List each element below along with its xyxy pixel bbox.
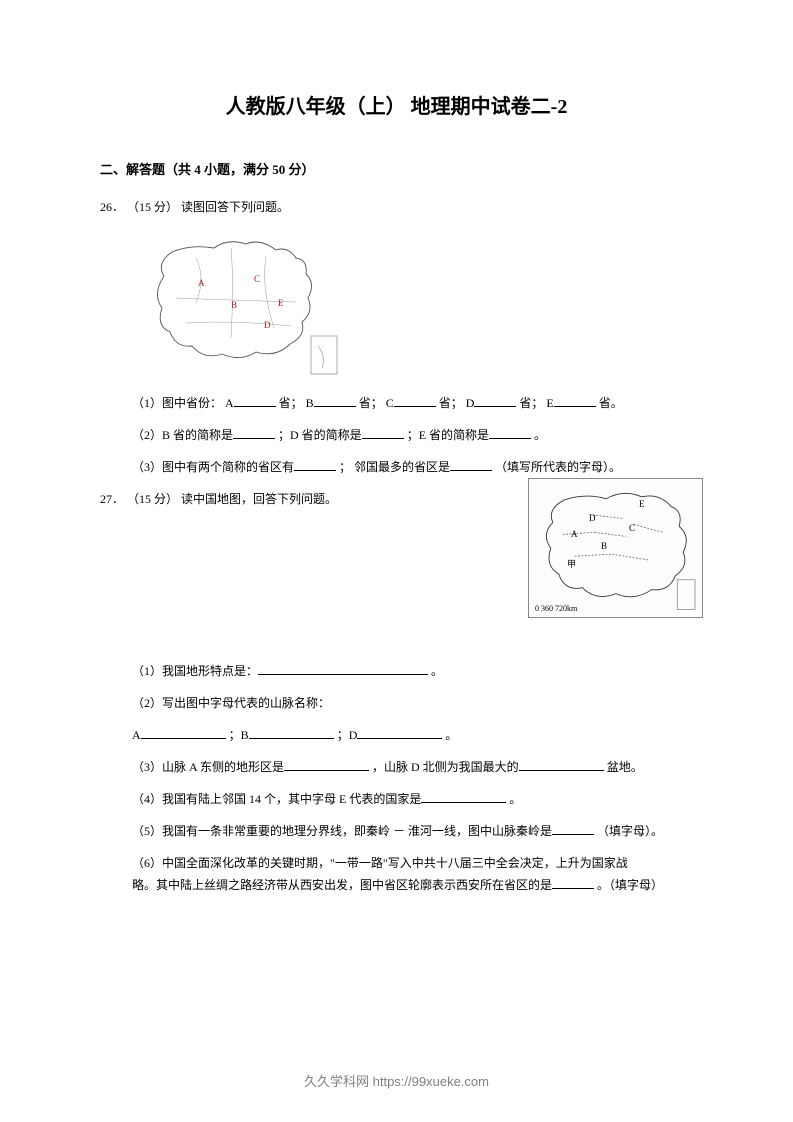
blank-field[interactable] xyxy=(233,427,275,439)
q27-s5-pre: （5）我国有一条非常重要的地理分界线，即秦岭 － 淮河一线，图中山脉秦岭是 xyxy=(132,824,552,838)
blank-field[interactable] xyxy=(249,727,334,739)
q27-s4-end: 。 xyxy=(509,792,521,806)
q27-sub4: （4）我国有陆上邻国 14 个，其中字母 E 代表的国家是 。 xyxy=(100,784,693,814)
map-label-a: A xyxy=(198,278,205,288)
map2-label-jia: 甲 xyxy=(567,557,576,570)
q27-s2b-b: ；B xyxy=(229,728,249,742)
blank-field[interactable] xyxy=(421,791,506,803)
q26-s2-m1: ；D 省的简称是 xyxy=(278,428,362,442)
q26-stem-text: 读图回答下列问题。 xyxy=(181,200,289,214)
blank-field[interactable] xyxy=(258,663,428,675)
blank-field[interactable] xyxy=(489,427,531,439)
q27-sub2b: A ；B ；D 。 xyxy=(100,720,693,750)
q27-s5-end: （填字母）。 xyxy=(597,824,663,838)
map2-label-d: D xyxy=(589,513,596,523)
q26-number: 26． xyxy=(100,200,124,214)
q27-s4-pre: （4）我国有陆上邻国 14 个，其中字母 E 代表的国家是 xyxy=(132,792,421,806)
blank-field[interactable] xyxy=(554,395,596,407)
page-footer: 久久学科网 https://99xueke.com xyxy=(0,1071,793,1090)
q26-s1-end: 省。 xyxy=(599,396,623,410)
map2-label-a: A xyxy=(571,529,578,539)
q26-s1-m4: 省； E xyxy=(519,396,553,410)
section-header: 二、解答题（共 4 小题，满分 50 分） xyxy=(100,159,693,178)
q27-s6b-pre: 略。其中陆上丝绸之路经济带从西安出发，图中省区轮廓表示西安所在省区的是 xyxy=(132,878,552,892)
q27-s2b-a: A xyxy=(132,728,141,742)
q26-stem: 26． （15 分） 读图回答下列问题。 xyxy=(100,192,693,222)
blank-field[interactable] xyxy=(394,395,436,407)
blank-field[interactable] xyxy=(362,427,404,439)
q27-points: （15 分） xyxy=(127,492,178,506)
q27-sub1: （1）我国地形特点是： 。 xyxy=(100,656,693,686)
q26-s1-m3: 省； D xyxy=(439,396,475,410)
q27-sub6a: （6）中国全面深化改革的关键时期，"一带一路"写入中共十八届三中全会决定，上升为… xyxy=(100,848,693,878)
q26-points: （15 分） xyxy=(127,200,178,214)
page-title: 人教版八年级（上） 地理期中试卷二-2 xyxy=(100,90,693,119)
q26-s3-mid: ； 邻国最多的省区是 xyxy=(339,460,450,474)
q27-s1-pre: （1）我国地形特点是： xyxy=(132,664,258,678)
map2-label-b: B xyxy=(601,541,607,551)
q26-s2-end: 。 xyxy=(534,428,546,442)
q27-stem-text: 读中国地图，回答下列问题。 xyxy=(181,492,337,506)
map-label-d: D xyxy=(264,320,271,330)
map2-label-c: C xyxy=(629,523,635,533)
map-label-c: C xyxy=(254,274,260,284)
q26-s3-pre: （3）图中有两个简称的省区有 xyxy=(132,460,294,474)
map-label-e: E xyxy=(278,298,284,308)
q27-s3-end: 盆地。 xyxy=(607,760,643,774)
map-label-b: B xyxy=(231,300,237,310)
q26-s1-m1: 省； B xyxy=(279,396,314,410)
q27-s2b-end: 。 xyxy=(445,728,457,742)
q27-s6b-end: 。（填字母） xyxy=(597,878,663,892)
china-map2-icon xyxy=(535,485,696,611)
q26-s1-pre: （1）图中省份： A xyxy=(132,396,234,410)
q27-block: 27． （15 分） 读中国地图，回答下列问题。 A B C D E 甲 0 3… xyxy=(100,484,693,656)
blank-field[interactable] xyxy=(552,823,594,835)
blank-field[interactable] xyxy=(474,395,516,407)
blank-field[interactable] xyxy=(234,395,276,407)
q27-number: 27． xyxy=(100,492,124,506)
blank-field[interactable] xyxy=(141,727,226,739)
blank-field[interactable] xyxy=(284,759,369,771)
blank-field[interactable] xyxy=(294,459,336,471)
q27-s3-mid: ，山脉 D 北侧为我国最大的 xyxy=(372,760,519,774)
q27-sub6b: 略。其中陆上丝绸之路经济带从西安出发，图中省区轮廓表示西安所在省区的是 。（填字… xyxy=(100,876,693,895)
q26-s1-m2: 省； C xyxy=(359,396,394,410)
q27-sub5: （5）我国有一条非常重要的地理分界线，即秦岭 － 淮河一线，图中山脉秦岭是 （填… xyxy=(100,816,693,846)
q27-sub2: （2）写出图中字母代表的山脉名称： xyxy=(100,688,693,718)
blank-field[interactable] xyxy=(450,459,492,471)
blank-field[interactable] xyxy=(519,759,604,771)
map2-scale: 0 360 720km xyxy=(535,604,577,613)
q27-s2b-d: ；D xyxy=(337,728,358,742)
q26-s3-end: （填写所代表的字母）。 xyxy=(495,460,621,474)
q27-s1-end: 。 xyxy=(431,664,443,678)
q27-s6a: （6）中国全面深化改革的关键时期，"一带一路"写入中共十八届三中全会决定，上升为… xyxy=(132,856,628,870)
q26-map: A B C D E xyxy=(136,228,341,378)
map2-label-e: E xyxy=(639,499,645,509)
q27-sub3: （3）山脉 A 东侧的地形区是 ，山脉 D 北侧为我国最大的 盆地。 xyxy=(100,752,693,782)
blank-field[interactable] xyxy=(552,877,594,889)
q27-s2: （2）写出图中字母代表的山脉名称： xyxy=(132,696,330,710)
q27-s3-pre: （3）山脉 A 东侧的地形区是 xyxy=(132,760,284,774)
q26-sub1: （1）图中省份： A 省； B 省； C 省； D 省； E 省。 xyxy=(100,388,693,418)
blank-field[interactable] xyxy=(357,727,442,739)
q26-s2-pre: （2）B 省的简称是 xyxy=(132,428,233,442)
blank-field[interactable] xyxy=(314,395,356,407)
q26-sub2: （2）B 省的简称是 ；D 省的简称是 ；E 省的简称是 。 xyxy=(100,420,693,450)
q27-map: A B C D E 甲 0 360 720km xyxy=(528,478,703,618)
q26-s2-m2: ；E 省的简称是 xyxy=(407,428,489,442)
china-map-outline-icon xyxy=(136,228,341,378)
